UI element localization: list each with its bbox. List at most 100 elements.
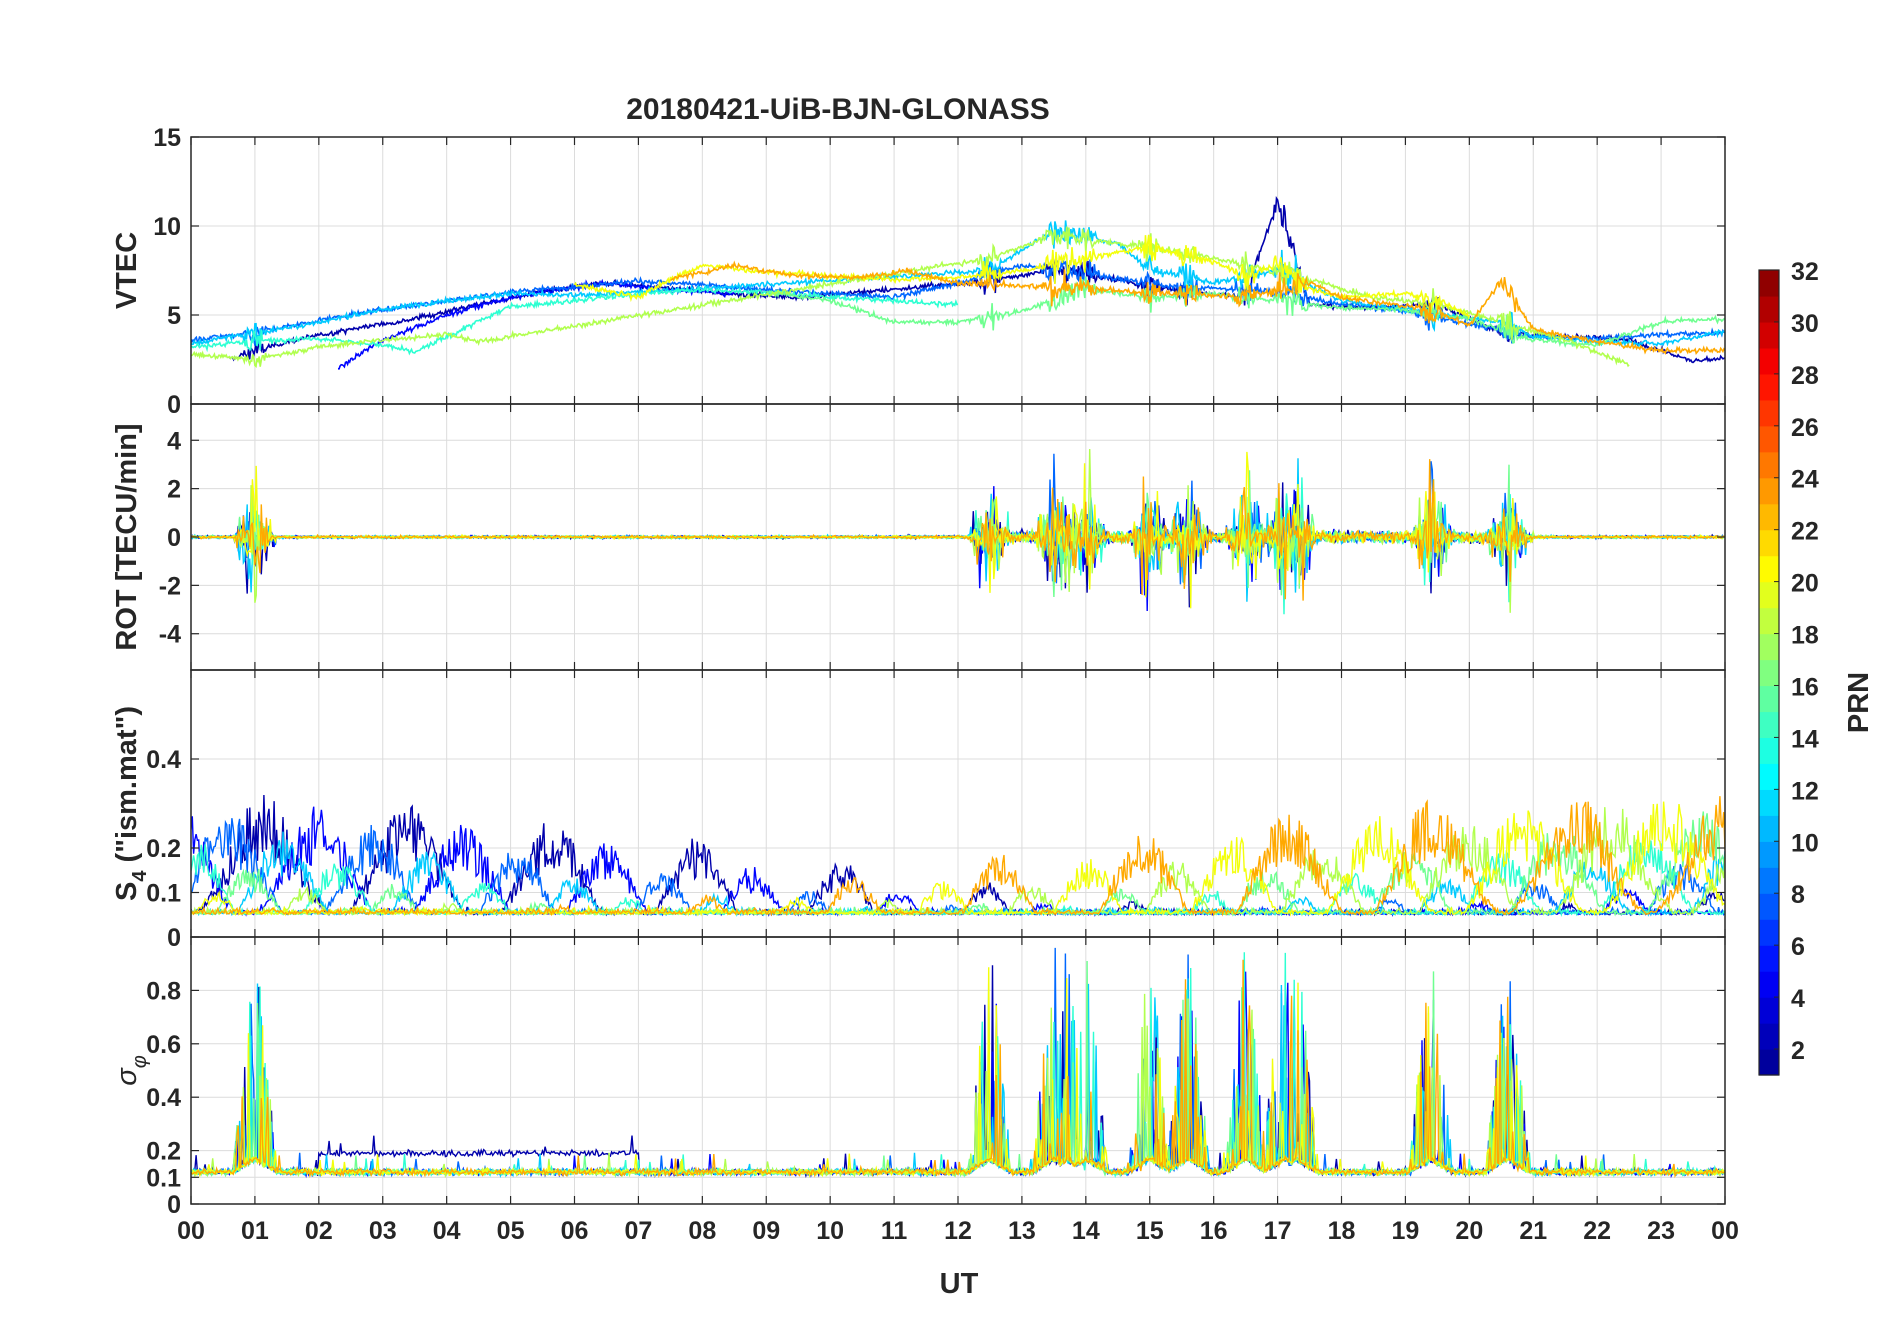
x-tick-label: 13 (1008, 1217, 1036, 1245)
colorbar-segment (1759, 919, 1779, 946)
colorbar-segment (1759, 997, 1779, 1024)
x-tick-label: 00 (177, 1217, 205, 1245)
s4-prn-20-line (191, 801, 1725, 917)
colorbar-tick-label: 12 (1791, 777, 1819, 805)
colorbar-segment (1759, 347, 1779, 375)
colorbar-tick-label: 4 (1791, 985, 1805, 1013)
x-tick-label: 16 (1200, 1217, 1228, 1245)
colorbar-tick-label: 32 (1791, 258, 1819, 286)
s4-prn-23-line (191, 796, 1725, 917)
x-tick-label: 14 (1072, 1217, 1100, 1245)
sigma_phi-series-group (191, 947, 1725, 1179)
x-tick-label: 23 (1647, 1217, 1675, 1245)
panel-vtec: 0 5 10 15 VTEC (111, 124, 1726, 419)
s4-ytick-label: 0.4 (146, 746, 181, 774)
colorbar-segment (1759, 815, 1779, 842)
colorbar-segment (1759, 789, 1779, 816)
sigma_phi-y-axis-label: σφ (111, 1055, 151, 1086)
rot-ytick-label: 2 (167, 476, 181, 504)
colorbar-segment (1759, 633, 1779, 661)
x-tick-label: 00 (1711, 1217, 1739, 1245)
rot-prn-23-line (191, 459, 1725, 601)
vtec-ytick-label: 0 (167, 391, 181, 419)
colorbar-tick-label: 24 (1791, 466, 1819, 494)
vtec-series-group (191, 195, 1725, 370)
x-axis-label: UT (940, 1268, 979, 1300)
colorbar-segment (1759, 581, 1779, 609)
x-tick-label: 18 (1328, 1217, 1356, 1245)
colorbar-segment (1759, 477, 1779, 505)
colorbar-segment (1759, 971, 1779, 998)
x-tick-label: 11 (881, 1217, 908, 1245)
colorbar-tick-label: 28 (1791, 362, 1819, 390)
vtec-prn-16-line (766, 276, 1725, 348)
rot-ytick-label: 4 (167, 427, 181, 455)
vtec-y-axis-label: VTEC (111, 232, 143, 309)
chart-title: 20180421-UiB-BJN-GLONASS (626, 93, 1049, 126)
colorbar-segment (1759, 321, 1779, 349)
colorbar-segment (1759, 373, 1779, 401)
colorbar-segment (1759, 659, 1779, 687)
colorbar-tick-label: 22 (1791, 518, 1819, 546)
colorbar-segment (1759, 425, 1779, 453)
colorbar-tick-label: 2 (1791, 1037, 1805, 1065)
x-tick-labels: 00 01 02 03 04 05 06 07 08 09 10 11 12 13 14 15 16 17 18 19… (177, 1217, 1739, 1245)
x-tick-label: 22 (1583, 1217, 1611, 1245)
colorbar-segment (1759, 867, 1779, 894)
x-tick-label: 03 (369, 1217, 397, 1245)
colorbar-segment (1759, 841, 1779, 868)
colorbar-tick-label: 6 (1791, 933, 1805, 961)
sigma_phi-prn-23-line (191, 959, 1725, 1179)
x-tick-label: 09 (752, 1217, 780, 1245)
x-tick-label: 06 (561, 1217, 589, 1245)
vtec-ytick-label: 10 (153, 213, 181, 241)
vtec-ytick-label: 5 (167, 302, 181, 330)
colorbar-segment (1759, 737, 1779, 764)
panel-rot: -4 -2 0 2 4 ROT [TECU/min] (111, 403, 1726, 671)
sigma_phi-ytick-label: 0.6 (146, 1031, 181, 1059)
vtec-ytick-label: 15 (153, 124, 181, 152)
rot-y-axis-label: ROT [TECU/min] (111, 423, 143, 650)
x-tick-label: 10 (816, 1217, 844, 1245)
vtec-prn-23-line (670, 260, 1725, 356)
s4-ytick-label: 0.1 (146, 880, 181, 908)
s4-ytick-label: 0 (167, 924, 181, 952)
colorbar-tick-label: 14 (1791, 725, 1819, 753)
colorbar-segment (1759, 607, 1779, 635)
colorbar-segment (1759, 555, 1779, 583)
x-tick-label: 17 (1264, 1217, 1292, 1245)
x-tick-label: 19 (1392, 1217, 1420, 1245)
x-tick-label: 01 (241, 1217, 269, 1245)
x-tick-label: 20 (1455, 1217, 1483, 1245)
sigma_phi-ytick-label: 0.8 (146, 977, 181, 1005)
x-tick-label: 21 (1519, 1217, 1547, 1245)
colorbar-segment (1759, 529, 1779, 557)
sigma_phi-ytick-label: 0.1 (146, 1164, 181, 1192)
colorbar-segment (1759, 945, 1779, 972)
sigma_phi-ytick-label: 0 (167, 1191, 181, 1219)
x-tick-label: 15 (1136, 1217, 1164, 1245)
colorbar-segment (1759, 1023, 1779, 1050)
colorbar-segment (1759, 711, 1779, 739)
x-tick-label: 08 (688, 1217, 716, 1245)
sigma_phi-ytick-label: 0.2 (146, 1138, 181, 1166)
colorbar-segment (1759, 451, 1779, 479)
colorbar-segment (1759, 763, 1779, 790)
colorbar-segment (1759, 399, 1779, 427)
x-tick-label: 02 (305, 1217, 333, 1245)
colorbar-tick-label: 30 (1791, 310, 1819, 338)
colorbar-tick-label: 26 (1791, 414, 1819, 442)
rot-ytick-label: -4 (159, 621, 181, 649)
colorbar-tick-label: 20 (1791, 570, 1819, 598)
panel-s4: 0 0.1 0.2 0.4S4 ("ism.mat") (111, 669, 1726, 952)
colorbar-tick-label: 16 (1791, 673, 1819, 701)
x-tick-label: 07 (625, 1217, 653, 1245)
vtec-prn-2-line (229, 195, 1725, 364)
colorbar-tick-label: 8 (1791, 881, 1805, 909)
colorbar-segment (1759, 1049, 1779, 1076)
colorbar-segment (1759, 685, 1779, 713)
colorbar-segment (1759, 295, 1779, 323)
